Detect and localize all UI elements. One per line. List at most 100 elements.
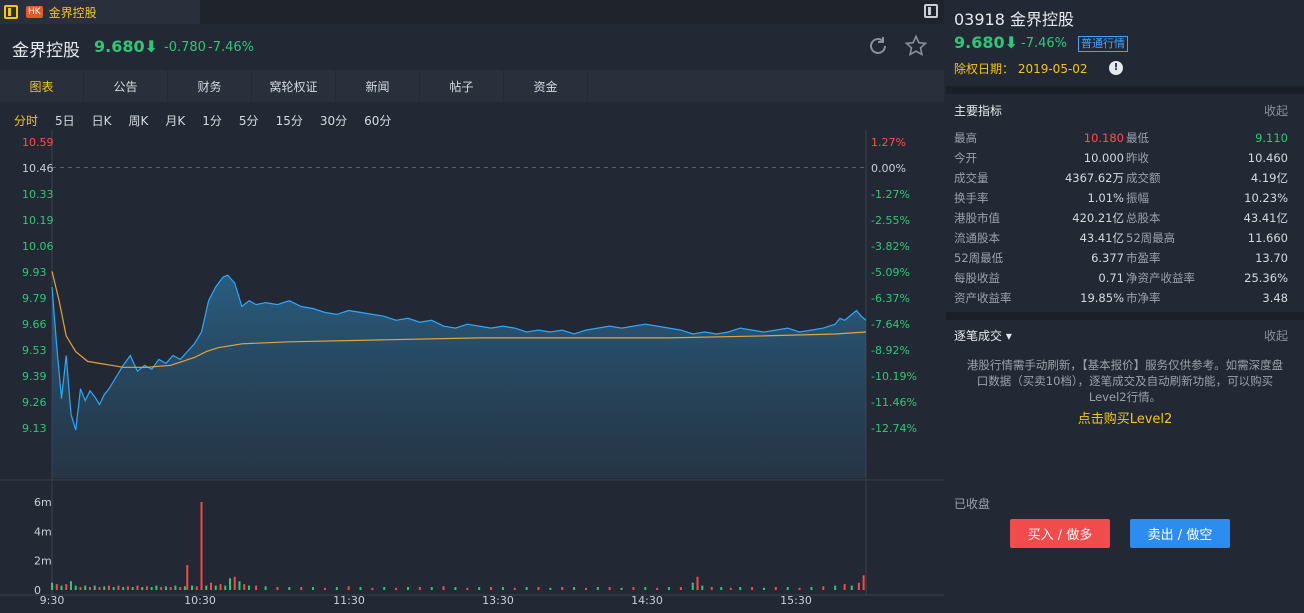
tab-warrants[interactable]: 窝轮权证 [252, 70, 335, 102]
volume-bar [701, 585, 704, 590]
volume-bar [834, 585, 837, 590]
refresh-icon[interactable] [866, 34, 890, 58]
time-tick-label: 13:30 [482, 594, 514, 607]
price-tick-label: 10.46 [22, 162, 54, 175]
volume-bar [117, 585, 120, 590]
time-tick-label: 10:30 [184, 594, 216, 607]
tab-posts[interactable]: 帖子 [420, 70, 503, 102]
volume-bar [214, 585, 217, 590]
stock-name: 金界控股 [12, 41, 80, 61]
period-30min[interactable]: 30分 [319, 113, 348, 128]
period-60min[interactable]: 60分 [364, 113, 392, 128]
metric-row: 52周最低 6.377 市盈率 13.70 [954, 248, 1288, 268]
volume-bar [131, 587, 134, 590]
volume-bar [88, 587, 91, 590]
volume-bar [126, 586, 129, 590]
tab-fund-flow[interactable]: 资金 [504, 70, 587, 102]
info-icon[interactable]: ! [1109, 61, 1123, 75]
metric-label: 成交量 [954, 171, 989, 185]
volume-bar [136, 585, 139, 590]
metric-label: 市净率 [1126, 291, 1161, 305]
volume-bar [224, 585, 227, 590]
metric-row: 每股收益 0.71 净资产收益率 25.36% [954, 268, 1288, 288]
volume-bar [195, 586, 198, 590]
volume-bar [191, 585, 194, 590]
period-5min[interactable]: 5分 [238, 113, 259, 128]
level2-notice: 港股行情需手动刷新，【基本报价】服务仅供参考。如需深度盘口数据（买卖10档），逐… [966, 358, 1284, 404]
period-15min[interactable]: 15分 [275, 113, 303, 128]
volume-bar [466, 587, 469, 590]
volume-bar [145, 586, 148, 590]
market-closed-status: 已收盘 [954, 497, 991, 511]
pct-tick-label: 1.27% [871, 136, 906, 149]
period-1min[interactable]: 1分 [202, 113, 222, 128]
volume-tick-label: 0 [34, 584, 41, 597]
volume-bar [406, 587, 409, 590]
volume-bar [150, 587, 153, 590]
buy-level2-link[interactable]: 点击购买Level2 [1077, 412, 1173, 427]
volume-tick-label: 2m [34, 555, 52, 568]
volume-bar [644, 587, 647, 590]
volume-bar [169, 587, 172, 590]
pct-tick-label: -6.37% [871, 292, 910, 305]
volume-bar [656, 587, 659, 590]
price-tick-label: 10.06 [22, 240, 54, 253]
volume-bar [84, 585, 87, 590]
volume-bar [739, 587, 742, 590]
content-nav: 图表 公告 财务 窝轮权证 新闻 帖子 资金 [0, 70, 944, 103]
volume-bar [200, 502, 203, 590]
metric-label: 成交额 [1126, 171, 1161, 185]
tick-trades-title[interactable]: 逐笔成交 ▾ [954, 329, 1012, 343]
panel-toggle-icon[interactable] [924, 4, 938, 18]
metric-value: 11.660 [1247, 231, 1288, 245]
price-tick-label: 9.26 [22, 396, 47, 409]
metric-value: 13.70 [1255, 251, 1288, 265]
period-intraday[interactable]: 分时 [14, 113, 39, 128]
volume-bar [238, 581, 241, 590]
volume-bar [490, 587, 493, 590]
metric-label: 振幅 [1126, 191, 1149, 205]
favorite-star-icon[interactable] [904, 34, 928, 58]
metric-label: 港股市值 [954, 211, 1000, 225]
tab-news[interactable]: 新闻 [336, 70, 419, 102]
period-5day[interactable]: 5日 [55, 113, 75, 128]
intraday-chart[interactable]: 10.59 10.46 10.33 10.19 10.06 9.93 9.79 9.66 9.5… [0, 130, 944, 613]
sidebar-toggle-icon[interactable] [4, 5, 18, 19]
period-monthly-k[interactable]: 月K [165, 113, 186, 128]
volume-bar [679, 587, 682, 590]
volume-bar [573, 587, 576, 590]
ex-dividend-date: 除权日期： 2019-05-02 [954, 62, 1088, 76]
pct-tick-label: -3.82% [871, 240, 910, 253]
volume-bar [160, 587, 163, 590]
volume-bar [822, 586, 825, 590]
average-price-line [51, 271, 867, 368]
pct-tick-label: -12.74% [871, 422, 917, 435]
volume-bar [243, 584, 246, 590]
volume-bar [418, 587, 421, 590]
metric-label: 52周最高 [1126, 231, 1176, 245]
time-tick-label: 9:30 [40, 594, 65, 607]
metrics-collapse-link[interactable]: 收起 [1263, 104, 1288, 118]
sell-short-button[interactable]: 卖出 / 做空 [1130, 519, 1230, 548]
quote-mode-badge[interactable]: 普通行情 [1078, 36, 1128, 52]
volume-bar [51, 582, 53, 590]
last-price: 9.680⬇ [94, 37, 159, 56]
period-daily-k[interactable]: 日K [91, 113, 112, 128]
price-tick-label: 9.66 [22, 318, 47, 331]
volume-bar [112, 587, 115, 590]
buy-long-button[interactable]: 买入 / 做多 [1010, 519, 1110, 548]
stock-tab[interactable]: HK 金界控股 [0, 0, 200, 24]
metric-row: 最高 10.180 最低 9.110 [954, 128, 1288, 148]
tab-announcements[interactable]: 公告 [84, 70, 167, 102]
volume-bar [857, 582, 860, 590]
volume-bar [478, 587, 481, 590]
tab-chart[interactable]: 图表 [0, 70, 83, 102]
tab-financials[interactable]: 财务 [168, 70, 251, 102]
volume-bar [312, 587, 315, 590]
volume-bar [107, 585, 110, 590]
trades-collapse-link[interactable]: 收起 [1263, 329, 1288, 343]
period-weekly-k[interactable]: 周K [128, 113, 149, 128]
key-metrics-title: 主要指标 [954, 104, 1003, 118]
metric-value: 1.01% [1087, 191, 1124, 205]
volume-bar [210, 582, 213, 590]
